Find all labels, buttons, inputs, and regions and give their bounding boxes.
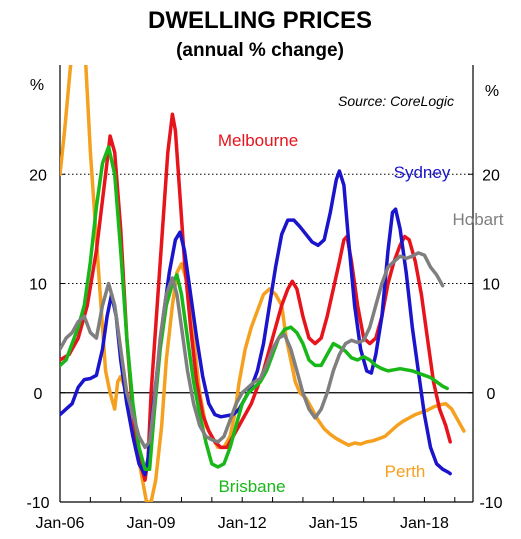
x-tick-label: Jan-18 [400,515,449,532]
series-line-hobart [60,251,445,450]
axes [59,65,474,503]
y-tick-label-right: 0 [487,386,496,403]
series-line-brisbane [60,145,449,471]
y-tick-label-right: 10 [482,277,500,294]
series-label-perth: Perth [385,462,426,481]
tick-labels: -10 -10 0 0 10 10 20 20 Jan-06 Jan-09 Jan-12 Jan-15… [26,167,502,532]
series-group [60,65,466,502]
series-label-sydney: Sydney [394,163,451,182]
source-note: Source: CoreLogic [338,93,454,109]
gridlines [60,173,473,284]
chart-subtitle: (annual % change) [176,40,344,61]
y-axis-unit-left: % [30,77,44,94]
x-tick-label: Jan-09 [127,515,176,532]
y-tick-label-right: 20 [482,167,500,184]
y-tick-label-left: 0 [34,386,43,403]
y-tick-label-right: -10 [479,495,502,512]
x-tick-label: Jan-06 [36,515,85,532]
y-tick-label-left: 10 [29,277,47,294]
series-line-perth [60,65,466,502]
x-tick-label: Jan-12 [218,515,267,532]
series-label-melbourne: Melbourne [218,131,298,150]
series-label-brisbane: Brisbane [218,477,285,496]
chart-title: DWELLING PRICES [148,7,372,34]
y-axis-unit-right: % [485,83,499,100]
series-line-melbourne [60,112,452,482]
x-tick-label: Jan-15 [309,515,358,532]
y-tick-label-left: 20 [29,167,47,184]
y-tick-label-left: -10 [26,495,49,512]
series-label-hobart: Hobart [452,210,503,229]
